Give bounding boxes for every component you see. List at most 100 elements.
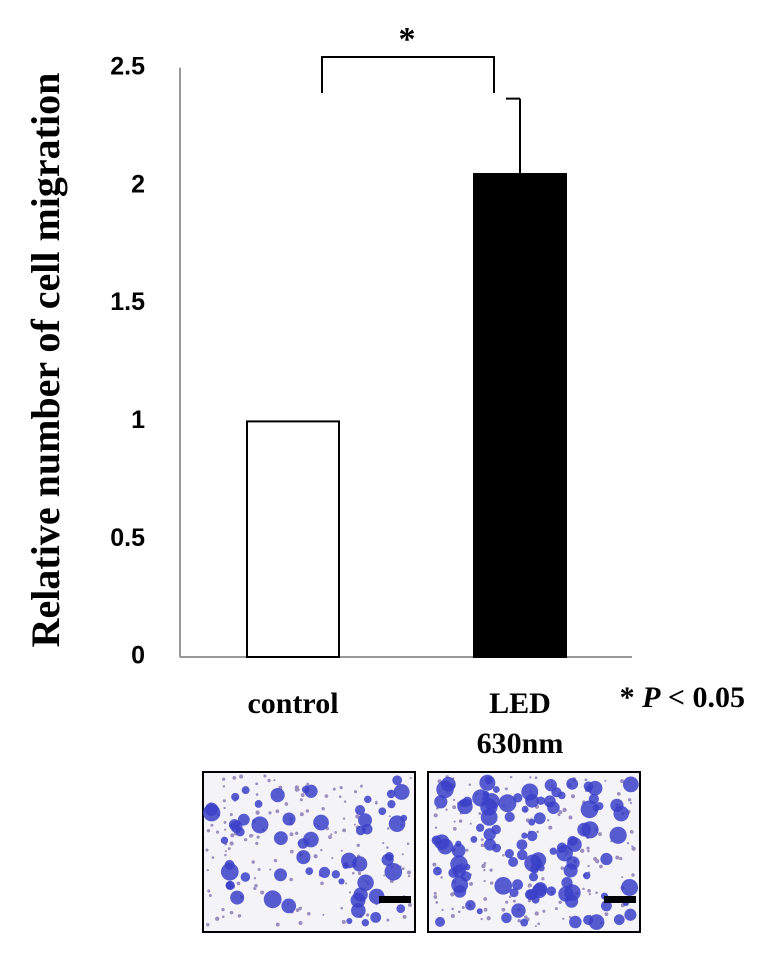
speck [409,777,412,780]
speck [289,877,293,882]
scale-bar [604,896,636,903]
speck [330,833,333,836]
speck [268,811,272,815]
speck [534,776,538,780]
speck [222,777,226,781]
cell [228,819,241,831]
speck [517,919,521,923]
speck [386,846,389,849]
cell [493,786,500,793]
speck [558,900,562,905]
cell [237,813,250,826]
speck [468,783,472,786]
speck [229,841,234,846]
speck [295,908,300,912]
cell [364,795,372,804]
y-tick-label: 2 [131,170,145,198]
cell [531,883,547,899]
speck [324,794,329,798]
speck [616,791,621,796]
speck [224,850,227,853]
speck [320,881,324,886]
cell [521,783,539,801]
cell [528,818,536,826]
speck [560,866,565,870]
speck [457,910,461,914]
speck [619,856,623,861]
cell [254,800,263,808]
y-tick-label: 1 [131,406,145,434]
speck [299,906,303,909]
cell [546,886,557,896]
speck [480,838,484,841]
speck [587,849,590,853]
cell [263,890,282,909]
cell [235,827,245,837]
cell [370,911,382,923]
speck [465,848,469,852]
speck [299,798,303,802]
speck [386,918,390,922]
speck [586,846,590,850]
speck [598,832,602,837]
speck [451,907,454,911]
speck [469,822,472,825]
speck [332,787,336,791]
cell [527,830,538,842]
cell [342,862,349,869]
cell [378,807,387,816]
speck [305,809,310,813]
cell [536,796,546,806]
speck [338,795,342,798]
speck [434,826,438,829]
cell [384,862,403,881]
cell [305,867,314,875]
bar [246,420,340,658]
speck [253,876,257,880]
cell [434,795,448,809]
speck [205,848,209,852]
cell [538,864,545,872]
cell [220,836,229,845]
speck [208,893,212,898]
cell [463,863,471,871]
annotation: * P < 0.05 [620,681,745,714]
speck [255,841,259,845]
speck [620,779,625,784]
speck [542,909,546,913]
cell [230,890,245,905]
cell [583,781,594,792]
speck [348,891,352,894]
speck [341,919,346,925]
cell [296,850,311,865]
y-tick-label: 2.5 [110,53,145,81]
speck [386,827,390,830]
speck [260,890,265,895]
cell [498,794,517,813]
y-tick-label: 0 [131,642,145,670]
speck [223,820,227,824]
cell [396,904,406,914]
speck [207,889,211,893]
cell [512,879,524,891]
speck [211,856,215,859]
speck [273,858,278,863]
cell [381,853,394,866]
x-tick-label: control [247,687,338,720]
cell [547,801,560,815]
speck [313,854,318,859]
speck [359,784,363,788]
speck [365,913,370,917]
speck [629,829,634,834]
speck [236,881,241,886]
cell [303,831,319,848]
speck [206,869,209,872]
cell [353,887,368,902]
speck [269,868,272,871]
speck [237,914,242,918]
cell [301,785,310,794]
cell [393,783,410,800]
speck [529,776,532,779]
speck [548,825,553,830]
